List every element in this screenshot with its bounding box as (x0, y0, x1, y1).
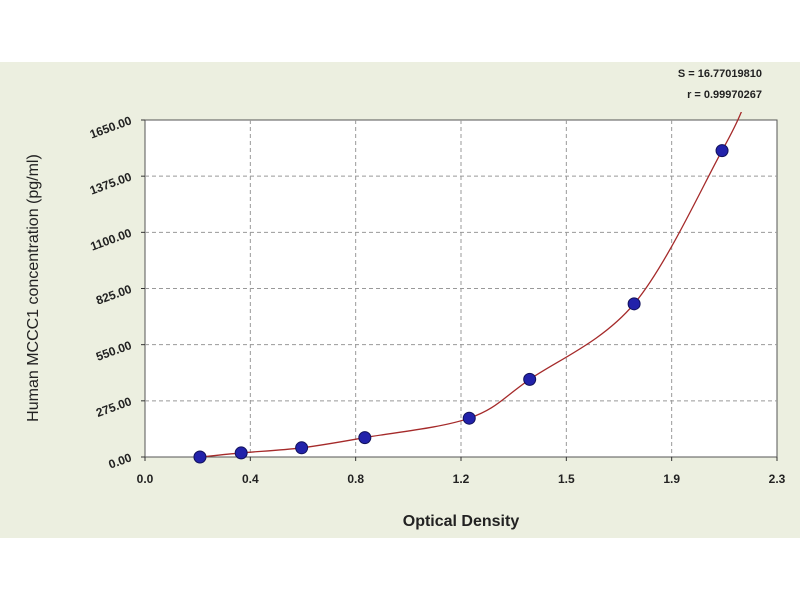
x-tick-label: 0.8 (347, 472, 364, 486)
data-points-layer (193, 144, 729, 464)
x-tick-label: 0.0 (137, 472, 154, 486)
x-tick-labels: 0.0 0.4 0.8 1.2 1.5 1.9 2.3 (137, 472, 786, 486)
y-tick-label: 275.00 (94, 394, 134, 420)
y-tick-label: 1375.00 (88, 169, 134, 197)
x-tick-label: 1.2 (453, 472, 470, 486)
r-statistic: r = 0.99970267 (687, 89, 762, 101)
y-tick-label: 0.00 (107, 450, 134, 471)
y-tick-labels: 0.00 275.00 550.00 825.00 1100.00 1375.00 1650… (88, 113, 134, 471)
data-point (193, 450, 207, 464)
data-point (627, 297, 641, 311)
x-tick-label: 0.4 (242, 472, 259, 486)
x-axis-title: Optical Density (403, 513, 520, 530)
data-point (234, 446, 248, 460)
y-tick-label: 1650.00 (88, 113, 134, 141)
y-tick-label: 1100.00 (88, 226, 133, 254)
x-tick-label: 2.3 (769, 472, 786, 486)
data-point (715, 144, 729, 158)
data-point (462, 411, 476, 425)
x-tick-label: 1.9 (663, 472, 680, 486)
y-tick-label: 550.00 (94, 338, 134, 364)
data-point (523, 372, 537, 386)
s-statistic: S = 16.77019810 (678, 68, 762, 80)
data-point (295, 441, 309, 455)
grid-lines (141, 119, 778, 461)
data-point (358, 431, 372, 445)
y-axis-title: Human MCCC1 concentration (pg/ml) (25, 154, 42, 422)
x-tick-label: 1.5 (558, 472, 575, 486)
y-tick-label: 825.00 (94, 282, 134, 308)
